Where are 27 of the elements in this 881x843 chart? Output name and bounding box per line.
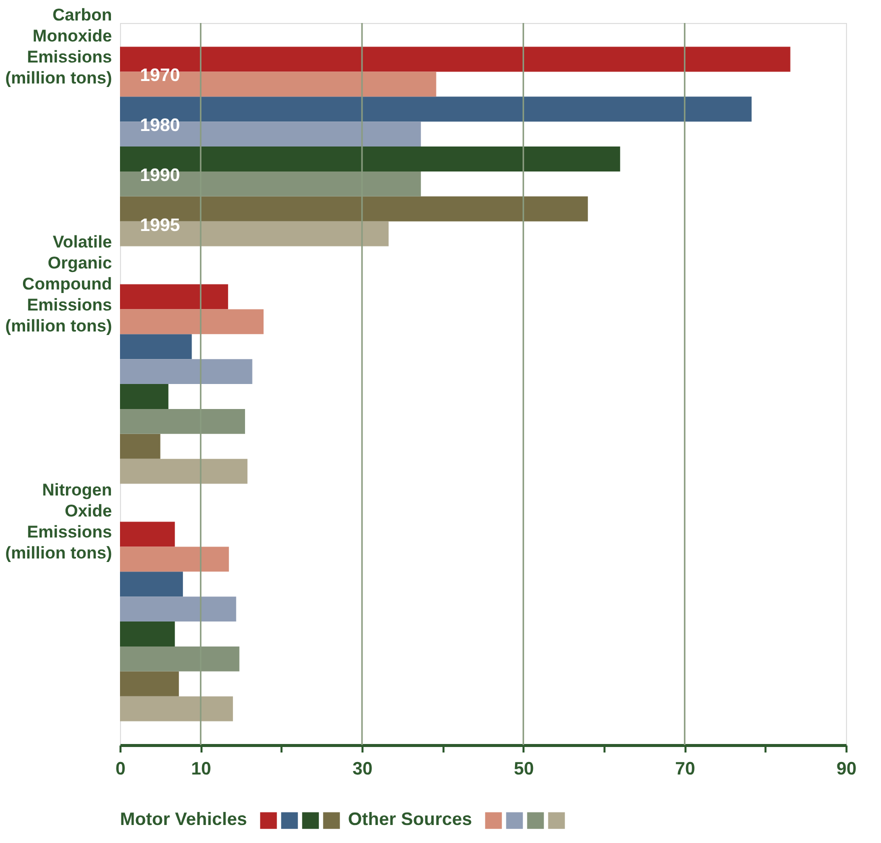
bar [120,434,160,459]
bar [120,671,179,696]
legend-label: Motor Vehicles [120,809,248,829]
bar [120,359,252,384]
y-tick-label: Volatile Organic Compound Emissions (million tons) [5,232,112,336]
x-tick-label: 50 [514,758,534,778]
bar [120,458,248,484]
x-tick-label: 70 [675,758,696,778]
bar [120,546,229,572]
bar [120,522,175,547]
y-tick-label: Nitrogen Oxide Emissions (million tons) [5,480,112,562]
bar [120,384,168,409]
bar [120,696,233,722]
bar [120,284,228,310]
annotation: 1995 [140,214,180,235]
x-tick-label: 30 [352,758,373,778]
y-tick-label: Carbon Monoxide Emissions (million tons) [5,5,112,88]
x-tick-label: 90 [836,758,857,778]
x-tick-label: 10 [191,758,212,778]
bar [120,622,175,646]
bar [120,334,192,360]
bar [120,596,236,622]
legend-label: Other Sources [348,809,472,829]
bar [120,309,264,334]
annotation: 1970 [140,65,180,86]
x-tick-label: 0 [115,758,126,778]
bar [120,572,183,597]
